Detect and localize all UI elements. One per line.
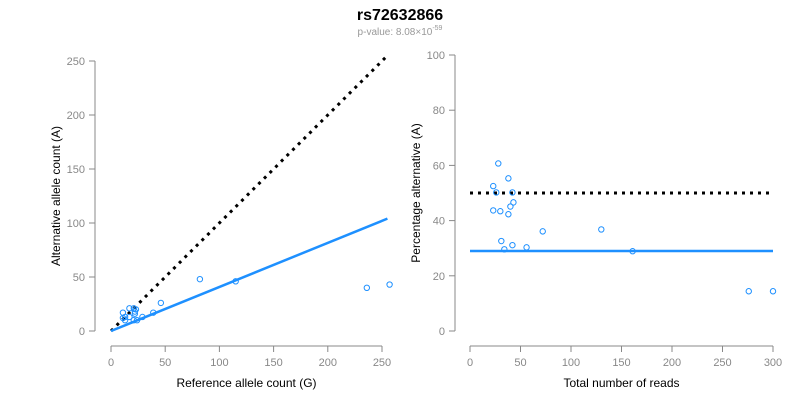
panel1-data-point xyxy=(121,317,129,324)
panel1-fit-line xyxy=(110,217,388,333)
panel1-data-point xyxy=(363,284,371,291)
panel2-data-point xyxy=(523,244,530,251)
panel1-x-tick-label: 150 xyxy=(264,357,282,369)
subtitle-exponent: -59 xyxy=(432,25,442,32)
panel1-y-tick-label: 0 xyxy=(79,326,85,338)
chart-title: rs72632866 xyxy=(357,7,443,24)
panel2-data-point xyxy=(507,203,514,210)
panel2-data-point xyxy=(539,228,546,235)
panel1-x-axis-label: Reference allele count (G) xyxy=(176,376,316,390)
panel2-x-tick-label: 250 xyxy=(713,357,731,369)
chart-subtitle: p-value: 8.08×10-59 xyxy=(358,25,443,38)
panel2-x-tick-label: 0 xyxy=(467,357,473,369)
panel2-data-point xyxy=(509,241,516,249)
panel2-data-point xyxy=(745,288,752,295)
panel2-y-tick-label: 80 xyxy=(433,105,445,117)
panel1-y-tick-label: 100 xyxy=(67,218,85,230)
panel2-data-point xyxy=(509,189,516,196)
panel1-data-point xyxy=(121,313,129,321)
panel1-x-tick-label: 0 xyxy=(108,357,114,369)
panel2-x-tick-label: 300 xyxy=(764,357,782,369)
panel1-x-tick-label: 200 xyxy=(319,357,337,369)
panel1-data-point xyxy=(126,313,133,321)
panel2-y-tick-label: 40 xyxy=(433,216,445,228)
subtitle-text: p-value: 8.08×10 xyxy=(358,27,433,38)
panel2-data-point xyxy=(505,175,512,182)
panel1-data-point xyxy=(126,305,133,312)
panel1-data-point xyxy=(232,278,239,285)
panel2-data-point xyxy=(498,237,505,245)
panel1-data-point xyxy=(386,281,393,288)
panel1-data-point xyxy=(196,275,204,283)
panel1-y-tick-label: 150 xyxy=(67,164,85,176)
panel1-data-point xyxy=(157,299,165,307)
panel1-data-point xyxy=(139,313,146,321)
panel1-data-point xyxy=(130,317,137,324)
panel1-x-tick-label: 100 xyxy=(210,357,228,369)
panel1-x-tick-label: 250 xyxy=(373,357,391,369)
panel2-data-point xyxy=(769,288,777,295)
panel2-y-tick-label: 100 xyxy=(427,50,445,62)
panel2-data-point xyxy=(497,208,504,215)
panel1-data-point xyxy=(131,310,139,317)
panel1-x-tick-label: 50 xyxy=(159,357,171,369)
panel1-data-point xyxy=(150,309,157,316)
panel2-data-point xyxy=(629,248,636,255)
panel1-data-point xyxy=(131,308,139,315)
panel2-y-tick-label: 20 xyxy=(433,271,445,283)
panel2-x-tick-label: 100 xyxy=(562,357,580,369)
panel2-data-point xyxy=(598,226,605,233)
panel2-x-tick-label: 150 xyxy=(612,357,630,369)
panel1-y-axis-label: Alternative allele count (A) xyxy=(49,126,63,266)
panel1-expected-line xyxy=(109,54,389,333)
panel1-y-tick-label: 200 xyxy=(67,110,85,122)
panel2-y-tick-label: 0 xyxy=(439,326,445,338)
panel2-data-point xyxy=(505,211,512,218)
panel1-y-tick-label: 250 xyxy=(67,56,85,68)
panel2-data-point xyxy=(493,189,500,196)
panel1-data-point xyxy=(133,317,141,324)
panel2-data-point xyxy=(501,246,508,253)
panel2-x-tick-label: 200 xyxy=(663,357,681,369)
panel2-x-tick-label: 50 xyxy=(514,357,526,369)
panel2-data-point xyxy=(510,199,517,206)
panel2-y-tick-label: 60 xyxy=(433,160,445,172)
panel2-data-point xyxy=(495,160,502,167)
panel2-x-axis-label: Total number of reads xyxy=(563,376,679,390)
panel2-data-point xyxy=(490,207,497,214)
panel2-data-point xyxy=(490,182,497,190)
panel1-y-tick-label: 50 xyxy=(73,272,85,284)
panel2-y-axis-label: Percentage alternative (A) xyxy=(409,123,423,262)
